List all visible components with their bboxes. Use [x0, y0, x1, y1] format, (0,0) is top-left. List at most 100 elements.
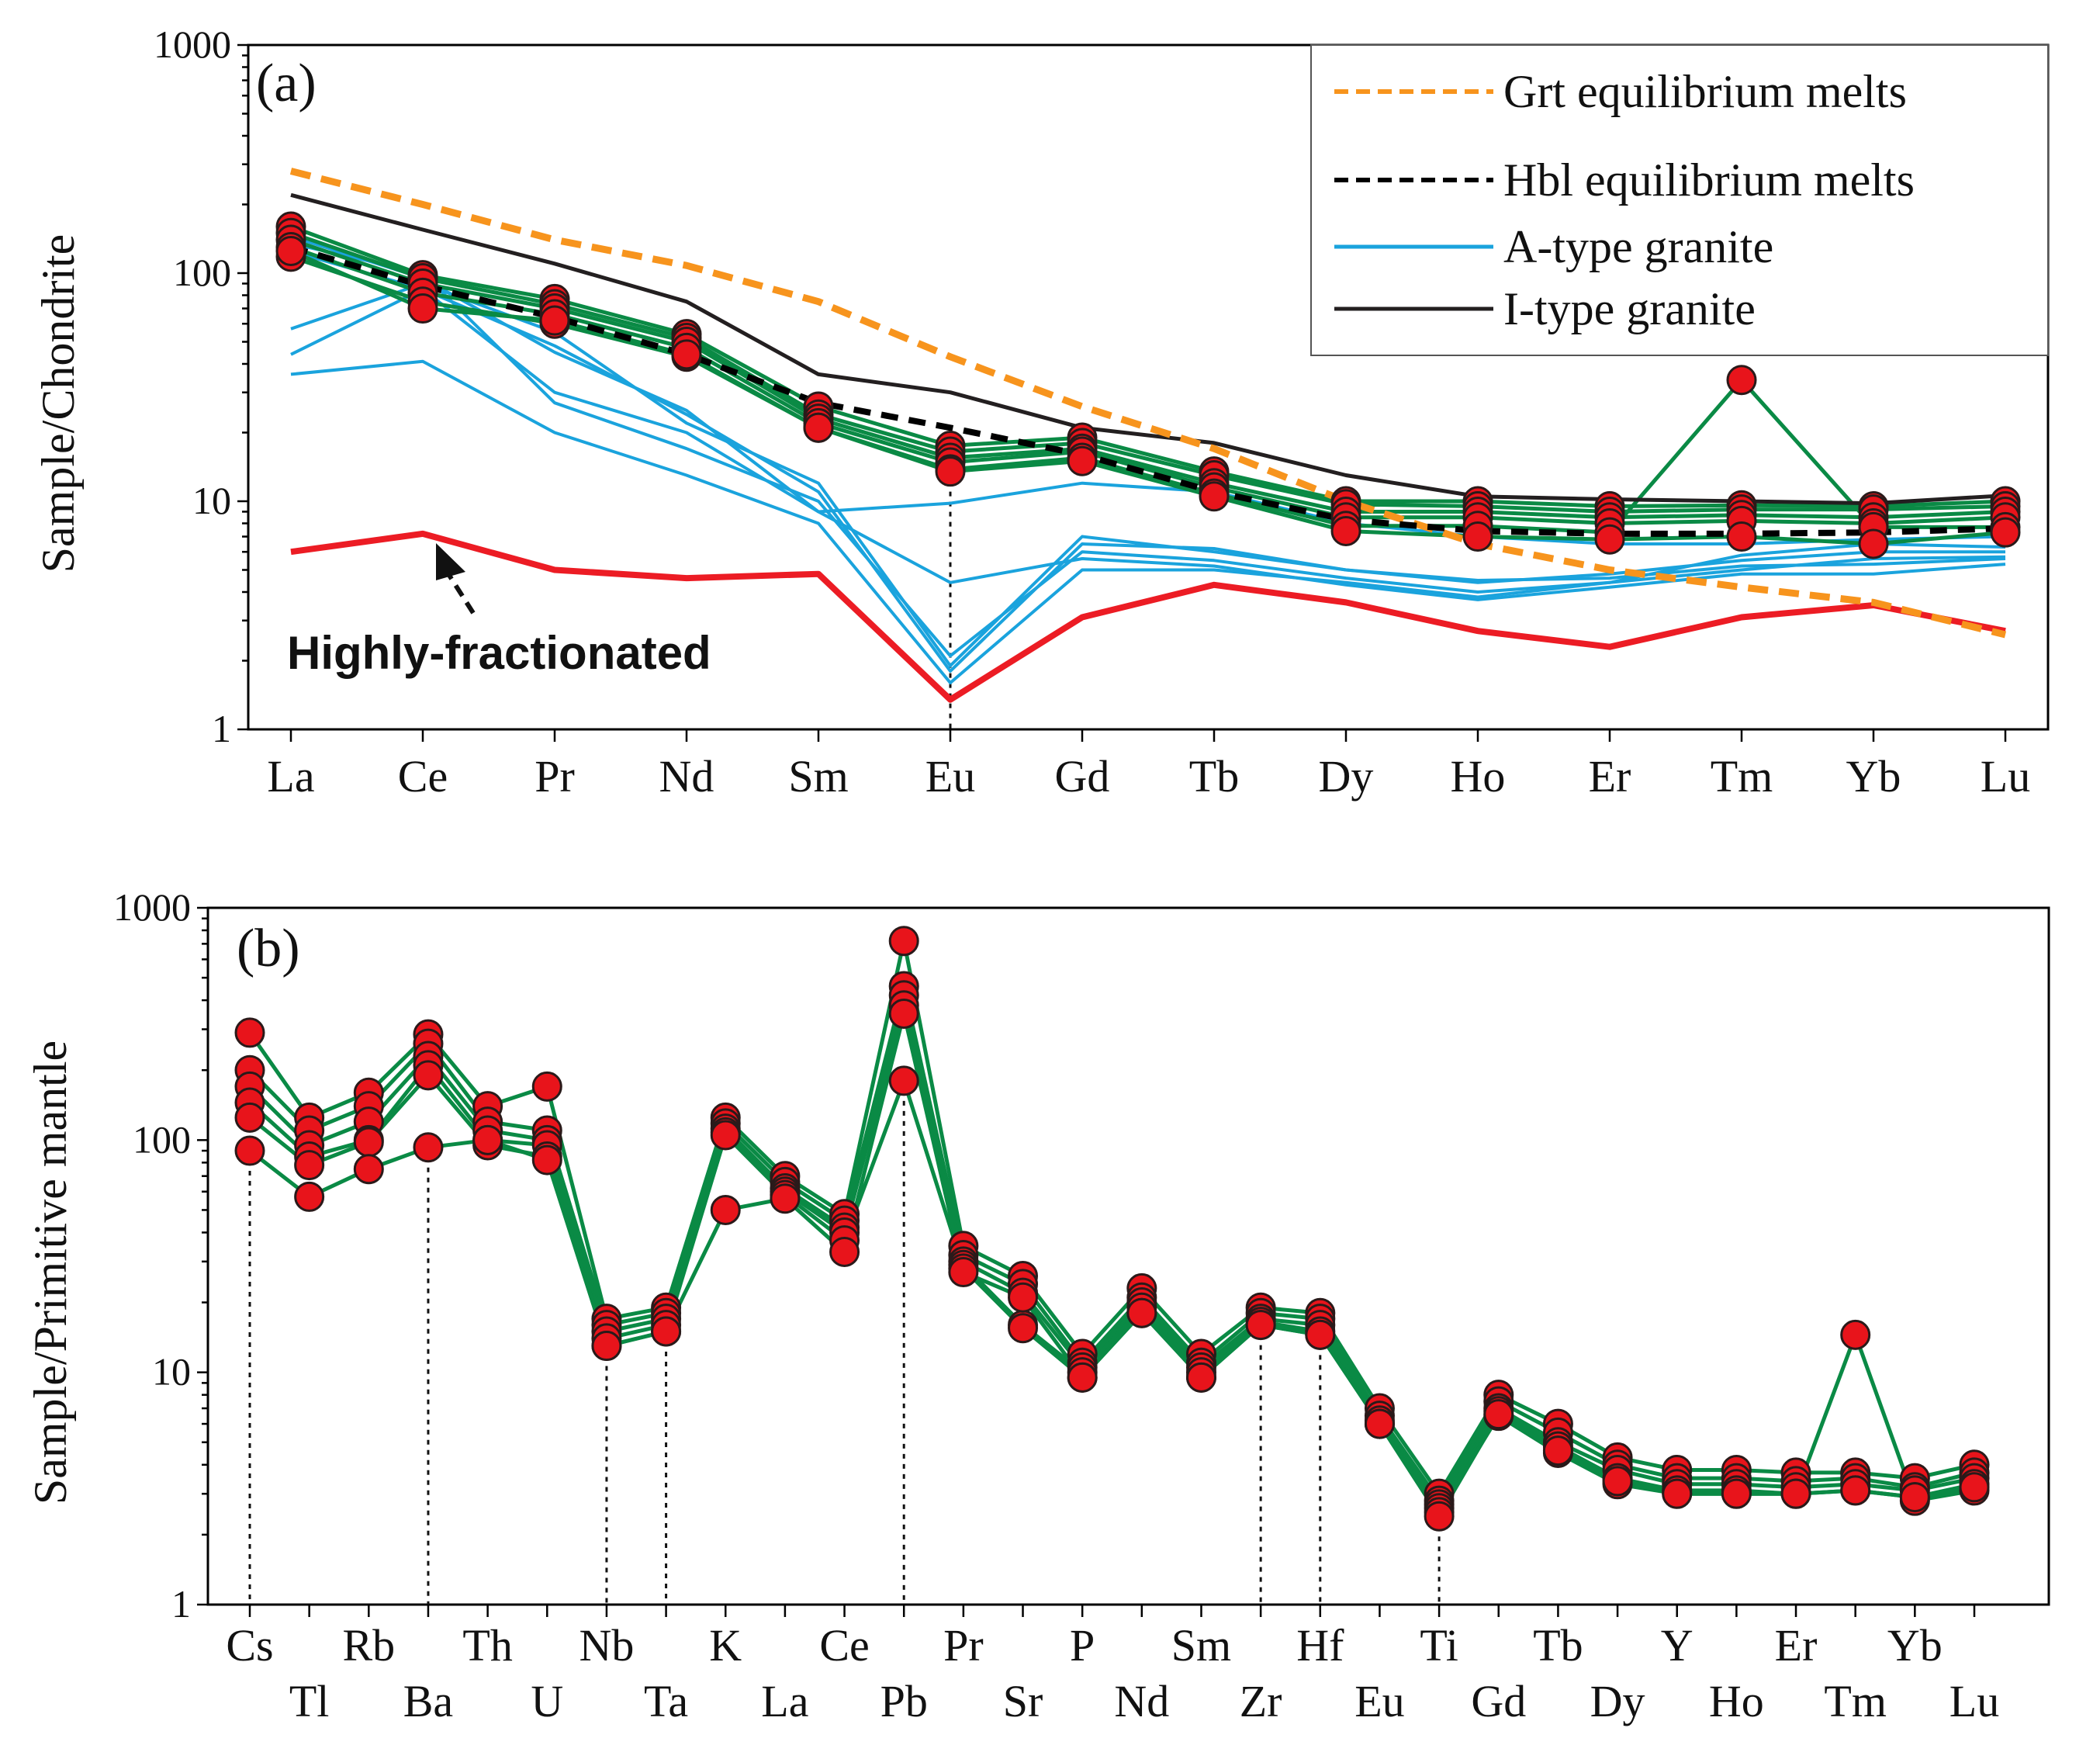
x-tick-label-tm: Tm: [1711, 751, 1773, 802]
sample-data-point: [1899, 1482, 1930, 1513]
y-tick-label: 1000: [113, 885, 191, 929]
x-tick-label-tm: Tm: [1824, 1676, 1887, 1726]
sample-data-point: [591, 1331, 622, 1362]
sample-data-point: [1840, 1475, 1871, 1506]
sample-data-point: [1721, 1478, 1752, 1509]
panel-b-spider-chart: 1101001000CsTlRbBaThUNbTaKLaCePbPrSrPNdS…: [25, 885, 2050, 1726]
x-tick-label-er: Er: [1589, 751, 1631, 802]
sample-series-line: [248, 1003, 1975, 1511]
sample-series-line: [290, 237, 2006, 520]
sample-data-point: [539, 305, 570, 336]
sample-data-point: [275, 236, 306, 267]
sample-data-point: [294, 1181, 325, 1212]
sample-data-point: [803, 412, 834, 443]
sample-series-line: [248, 984, 1975, 1503]
annotation-arrow-line: [444, 569, 476, 615]
sample-data-point: [1858, 528, 1889, 559]
sample-data-point: [1067, 445, 1098, 476]
sample-series-line: [290, 249, 2006, 546]
sample-data-point: [710, 1194, 741, 1225]
sample-data-point: [1483, 1399, 1514, 1430]
x-tick-label-tb: Tb: [1533, 1620, 1583, 1671]
x-tick-label-ba: Ba: [403, 1676, 453, 1726]
grt-series-line: [289, 168, 2007, 639]
sample-data-point: [1726, 365, 1757, 396]
hbl-series-line: [289, 244, 2006, 537]
sample-data-point: [531, 1144, 562, 1176]
x-tick-label-yb: Yb: [1846, 751, 1901, 802]
panel-b-plot-area: [206, 906, 2050, 1606]
sample-series-line: [290, 255, 2005, 535]
legend-label-hbl: Hbl equilibrium melts: [1503, 154, 1915, 206]
annotation-text: Highly-fractionated: [287, 627, 711, 679]
legend-box: [1310, 44, 2049, 356]
x-tick-label-ta: Ta: [644, 1676, 688, 1726]
x-tick-label-eu: Eu: [1354, 1676, 1404, 1726]
legend-label-atype: A-type granite: [1503, 221, 1773, 272]
x-tick-label-ti: Ti: [1420, 1620, 1458, 1671]
fractionated-series-line: [290, 530, 2006, 703]
sample-series-line: [247, 939, 1975, 1496]
x-tick-label-gd: Gd: [1471, 1676, 1526, 1726]
x-tick-label-pb: Pb: [880, 1676, 928, 1726]
sample-data-point: [234, 1017, 265, 1048]
sample-data-point: [1840, 1319, 1871, 1350]
y-tick-label: 1: [171, 1582, 191, 1626]
x-tick-label-nd: Nd: [659, 751, 714, 802]
sample-data-point: [1424, 1501, 1455, 1532]
x-tick-label-sr: Sr: [1003, 1676, 1043, 1726]
sample-data-point: [1364, 1408, 1395, 1439]
x-tick-label-u: U: [531, 1676, 563, 1726]
panel-a-y-axis-title: Sample/Chondrite: [33, 234, 84, 573]
x-tick-label-zr: Zr: [1240, 1676, 1282, 1726]
x-tick-label-pr: Pr: [943, 1620, 984, 1671]
atype-series-line: [290, 234, 2006, 545]
x-tick-label-lu: Lu: [1981, 751, 2030, 802]
annotation-arrowhead-icon: [436, 543, 465, 580]
x-tick-label-ho: Ho: [1451, 751, 1506, 802]
sample-series-line: [290, 224, 2006, 508]
x-tick-label-hf: Hf: [1296, 1620, 1344, 1671]
sample-series-line: [248, 1012, 1975, 1518]
sample-series-line: [290, 245, 2006, 525]
y-tick-label: 100: [133, 1117, 191, 1161]
atype-series-line: [290, 359, 2006, 684]
sample-data-point: [710, 1120, 741, 1151]
sample-data-point: [935, 456, 966, 487]
sample-data-point: [671, 339, 702, 370]
panel-a-rare-earth-chart: 1 10 100 1000 La Ce Pr Nd Sm Eu Gd Tb Dy Ho Er Tm Yb Lu (…: [33, 23, 2050, 802]
sample-data-point: [1602, 1466, 1633, 1497]
sample-data-point: [1780, 1478, 1811, 1509]
atype-series-line: [290, 287, 2005, 673]
x-tick-label-eu: Eu: [925, 751, 975, 802]
sample-data-point: [1959, 1472, 1990, 1503]
x-tick-label-ce: Ce: [398, 751, 448, 802]
x-tick-label-sm: Sm: [1171, 1620, 1231, 1671]
legend-label-grt: Grt equilibrium melts: [1503, 66, 1907, 117]
y-tick-label: 100: [173, 251, 231, 294]
x-tick-label-th: Th: [462, 1620, 512, 1671]
x-tick-label-rb: Rb: [342, 1620, 395, 1671]
panel-a-legend: Grt equilibrium melts Hbl equilibrium me…: [1310, 44, 2049, 356]
x-tick-label-la: La: [267, 751, 314, 802]
sample-data-point: [888, 926, 919, 957]
panel-b-label: (b): [237, 919, 300, 978]
x-tick-label-la: La: [761, 1676, 808, 1726]
sample-data-point: [472, 1124, 503, 1155]
sample-data-point: [948, 1257, 979, 1288]
x-tick-label-er: Er: [1775, 1620, 1818, 1671]
sample-data-point: [1726, 521, 1757, 552]
sample-data-point: [829, 1236, 860, 1267]
panel-b-y-axis-title: Sample/Primitive mantle: [25, 1041, 76, 1504]
sample-data-point: [353, 1154, 384, 1185]
x-tick-label-y: Y: [1661, 1620, 1693, 1671]
x-tick-label-tl: Tl: [289, 1676, 330, 1726]
x-tick-label-nb: Nb: [579, 1620, 634, 1671]
x-tick-label-p: P: [1070, 1620, 1095, 1671]
atype-series-line: [290, 249, 2006, 601]
sample-data-point: [234, 1135, 265, 1166]
atype-series-line: [290, 282, 2006, 667]
sample-data-point: [1990, 517, 2021, 548]
itype-series-line: [290, 192, 2006, 506]
sample-data-point: [1008, 1282, 1039, 1313]
